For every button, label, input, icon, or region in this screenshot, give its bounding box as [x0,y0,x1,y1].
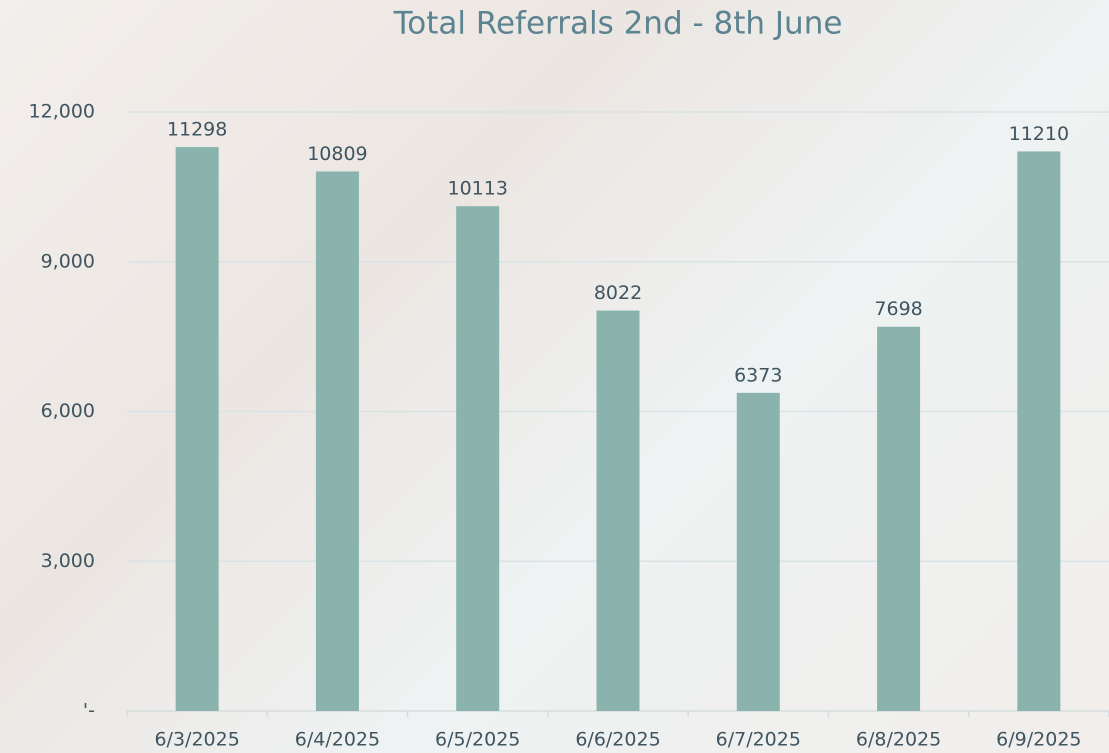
value-label: 10809 [307,143,367,165]
bar [456,206,499,711]
y-tick-label: 3,000 [41,550,95,572]
chart-title: Total Referrals 2nd - 8th June [393,6,843,42]
value-label: 11210 [1009,123,1069,145]
x-tick-label: 6/9/2025 [996,729,1081,751]
y-tick-label: 12,000 [29,101,95,123]
x-tick-label: 6/7/2025 [716,729,801,751]
x-tick-label: 6/6/2025 [575,729,660,751]
value-label: 6373 [734,364,782,386]
bar [176,147,219,711]
x-tick-label: 6/4/2025 [295,729,380,751]
chart: Total Referrals 2nd - 8th June '- 3,000 6,… [0,0,1109,753]
value-label: 10113 [447,178,507,200]
bar [877,327,920,711]
value-label: 8022 [594,282,642,304]
y-tick-label: '- [83,700,95,722]
x-tick-label: 6/3/2025 [154,729,239,751]
value-label: 11298 [167,119,227,141]
y-tick-label: 9,000 [41,250,95,272]
x-tick-label: 6/5/2025 [435,729,520,751]
x-tick-label: 6/8/2025 [856,729,941,751]
y-tick-label: 6,000 [41,400,95,422]
bar [737,393,780,711]
bar [1017,151,1060,711]
value-label: 7698 [874,298,922,320]
bar [597,311,640,711]
bar [316,171,359,711]
